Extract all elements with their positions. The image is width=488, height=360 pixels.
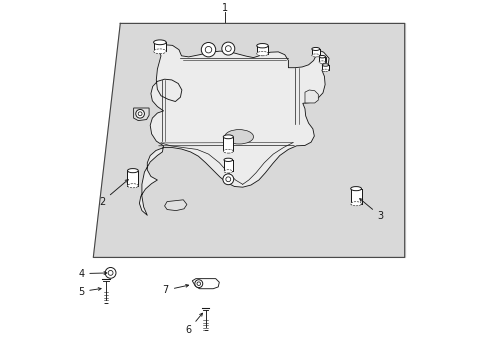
Circle shape (105, 267, 116, 278)
Bar (223, 137, 233, 151)
Text: 1: 1 (221, 3, 227, 13)
Ellipse shape (256, 44, 268, 48)
Text: 7: 7 (163, 284, 188, 295)
Bar (311, 49, 319, 55)
Polygon shape (305, 90, 318, 103)
Circle shape (197, 282, 200, 285)
Polygon shape (139, 45, 328, 215)
Circle shape (222, 42, 234, 55)
Text: 4: 4 (78, 269, 106, 279)
Text: 2: 2 (99, 180, 128, 207)
Polygon shape (93, 23, 404, 257)
Ellipse shape (322, 69, 328, 72)
Ellipse shape (224, 158, 232, 162)
Text: 5: 5 (78, 287, 101, 297)
Ellipse shape (223, 135, 233, 139)
Ellipse shape (224, 170, 232, 173)
Bar (127, 171, 138, 186)
Ellipse shape (318, 55, 325, 58)
Circle shape (138, 112, 142, 116)
Bar (153, 42, 166, 51)
Bar (318, 57, 325, 62)
Ellipse shape (127, 168, 138, 173)
Circle shape (136, 109, 144, 118)
Ellipse shape (153, 40, 166, 45)
Ellipse shape (256, 51, 268, 56)
Polygon shape (192, 279, 219, 289)
Text: 6: 6 (185, 313, 202, 336)
Circle shape (205, 46, 211, 53)
Ellipse shape (350, 202, 361, 206)
Bar (350, 189, 361, 204)
Ellipse shape (224, 130, 253, 144)
Ellipse shape (127, 184, 138, 188)
Polygon shape (164, 200, 186, 211)
Ellipse shape (223, 149, 233, 153)
Bar (224, 160, 232, 171)
Polygon shape (133, 108, 149, 121)
Circle shape (194, 280, 203, 288)
Ellipse shape (153, 49, 166, 54)
Circle shape (225, 46, 231, 51)
Bar (256, 46, 268, 54)
Ellipse shape (311, 48, 319, 50)
Circle shape (223, 174, 233, 185)
Ellipse shape (322, 64, 328, 66)
Circle shape (108, 270, 113, 275)
Ellipse shape (318, 61, 325, 63)
Circle shape (225, 177, 230, 182)
Ellipse shape (350, 186, 361, 191)
Ellipse shape (311, 54, 319, 57)
Text: 3: 3 (359, 199, 383, 221)
Circle shape (201, 42, 215, 57)
Bar (322, 65, 328, 71)
